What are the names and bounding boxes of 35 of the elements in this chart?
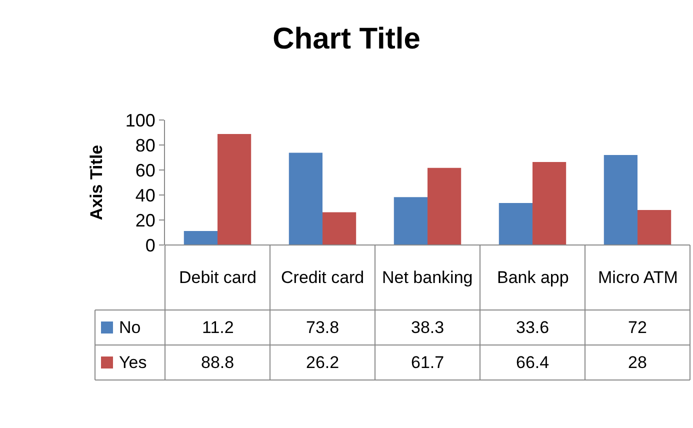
bar: [322, 212, 356, 245]
bar: [498, 203, 532, 245]
bar: [394, 197, 428, 245]
legend-label: No: [119, 318, 141, 337]
chart-title: Chart Title: [272, 22, 420, 56]
x-tick-label: Debit card: [179, 268, 256, 287]
bar: [288, 152, 322, 245]
x-tick-label: Credit card: [281, 268, 364, 287]
bar: [218, 134, 252, 245]
bar: [428, 168, 462, 245]
y-tick-label: 20: [135, 210, 156, 230]
y-tick-label: 80: [135, 135, 156, 156]
data-label: 28: [628, 353, 647, 372]
x-tick-label: Micro ATM: [598, 268, 678, 287]
data-label: 11.2: [202, 318, 234, 337]
bar: [184, 231, 218, 245]
y-tick-label: 100: [125, 110, 156, 130]
data-label: 26.2: [306, 353, 340, 372]
x-tick-label: Bank app: [497, 268, 569, 287]
y-tick-label: 60: [135, 160, 156, 180]
data-label: 38.3: [411, 318, 444, 337]
bar: [532, 162, 566, 245]
bar: [604, 155, 638, 245]
data-label: 72: [628, 318, 647, 337]
legend-label: Yes: [119, 353, 147, 372]
y-tick-label: 40: [135, 185, 156, 206]
y-axis-title: Axis Title: [86, 144, 106, 220]
x-tick-label: Net banking: [382, 268, 473, 287]
data-label: 61.7: [411, 353, 444, 372]
data-label: 88.8: [201, 353, 234, 372]
data-label: 73.8: [306, 318, 340, 337]
data-label: 66.4: [516, 353, 550, 372]
bar: [638, 210, 672, 245]
data-label: 33.6: [516, 318, 550, 337]
y-tick-label: 0: [145, 235, 156, 256]
